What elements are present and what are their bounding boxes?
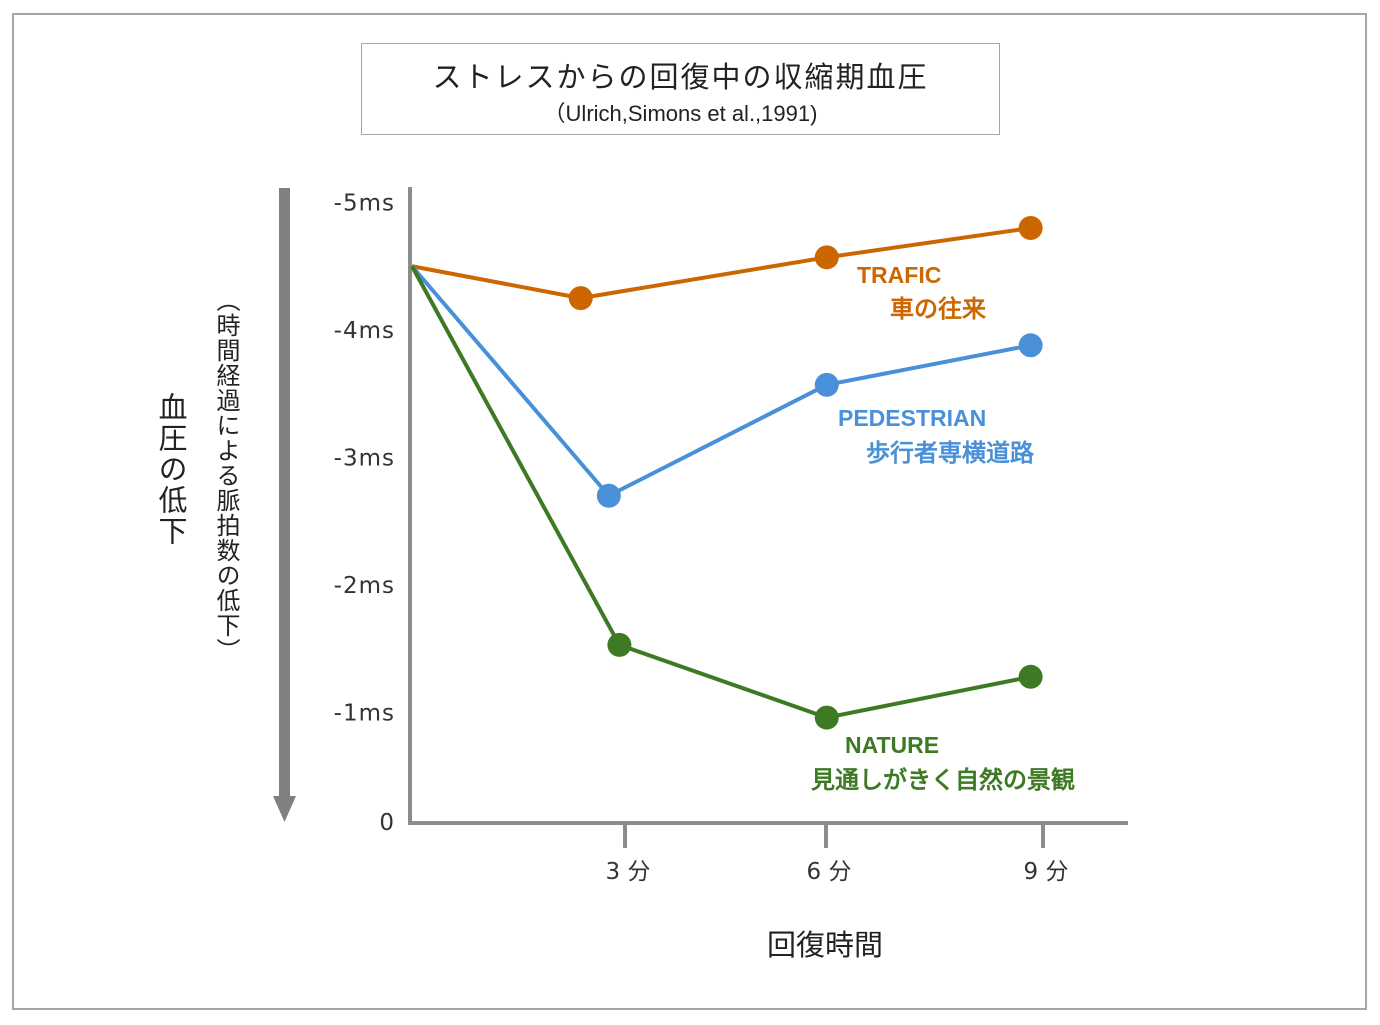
series-label-ja-trafic: 車の往来 [890,295,987,323]
data-point-trafic [814,245,839,270]
y-tick-label: -2ms [334,573,395,599]
y-tick-label: -1ms [334,701,395,727]
series-label-ja-pedestrian: 歩行者専横道路 [866,439,1035,467]
x-tick-label: 3 分 [606,859,651,885]
series-label-pedestrian: PEDESTRIAN [838,405,986,431]
data-point-nature [814,705,839,730]
data-point-trafic [568,286,593,311]
series-line-nature [410,265,1032,720]
chart-frame [12,13,1367,1010]
x-tick-label: 9 分 [1024,859,1069,885]
chart-title: ストレスからの回復中の収縮期血圧 [432,60,929,94]
x-tick-label: 6 分 [807,859,852,885]
data-point-nature [607,632,632,657]
data-point-pedestrian [814,372,839,397]
y-tick-label: -5ms [334,191,395,217]
y-tick-label: -4ms [334,318,395,344]
title-box: ストレスからの回復中の収縮期血圧 （Ulrich,Simons et al.,1… [361,43,1000,135]
y-tick-label: -3ms [334,446,395,472]
data-point-pedestrian [1018,333,1043,358]
y-tick-label: 0 [379,810,395,836]
data-point-pedestrian [596,483,621,508]
chart-subtitle: （Ulrich,Simons et al.,1991) [543,101,818,126]
series-label-nature: NATURE [845,732,939,758]
series-line-pedestrian [410,264,1032,498]
data-point-nature [1018,664,1043,689]
series-label-trafic: TRAFIC [857,262,941,288]
data-point-trafic [1018,216,1043,240]
series-label-ja-nature: 見通しがきく自然の景観 [811,766,1075,794]
series-line-trafic [411,226,1031,301]
x-axis-label: 回復時間 [767,928,883,962]
y-axis-label: 血圧の低下 [154,392,188,547]
down-arrow-icon [273,188,296,822]
y-axis-sublabel: （時間経過による脈拍数の低下） [212,288,240,663]
